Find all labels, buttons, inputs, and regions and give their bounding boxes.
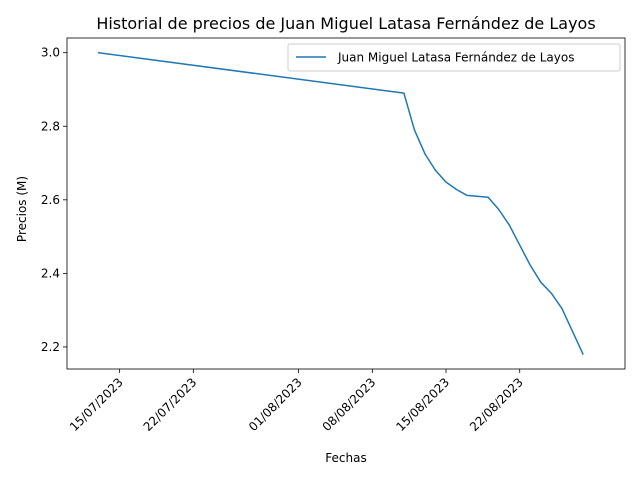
y-tick-label: 2.6 <box>41 193 60 207</box>
chart-title: Historial de precios de Juan Miguel Lata… <box>96 14 595 33</box>
series-line-1 <box>97 51 584 355</box>
x-axis-label: Fechas <box>325 451 366 465</box>
y-tick-label: 2.4 <box>41 266 60 280</box>
y-tick-label: 2.8 <box>41 119 60 133</box>
legend-box <box>287 43 621 72</box>
y-tick-label: 2.2 <box>41 340 60 354</box>
legend-label: Juan Miguel Latasa Fernández de Layos <box>337 51 574 65</box>
y-axis-label: Precios (M) <box>15 176 29 242</box>
axes-frame <box>66 37 626 370</box>
legend: Juan Miguel Latasa Fernández de Layos <box>287 43 621 72</box>
y-tick-label: 3.0 <box>41 46 60 60</box>
